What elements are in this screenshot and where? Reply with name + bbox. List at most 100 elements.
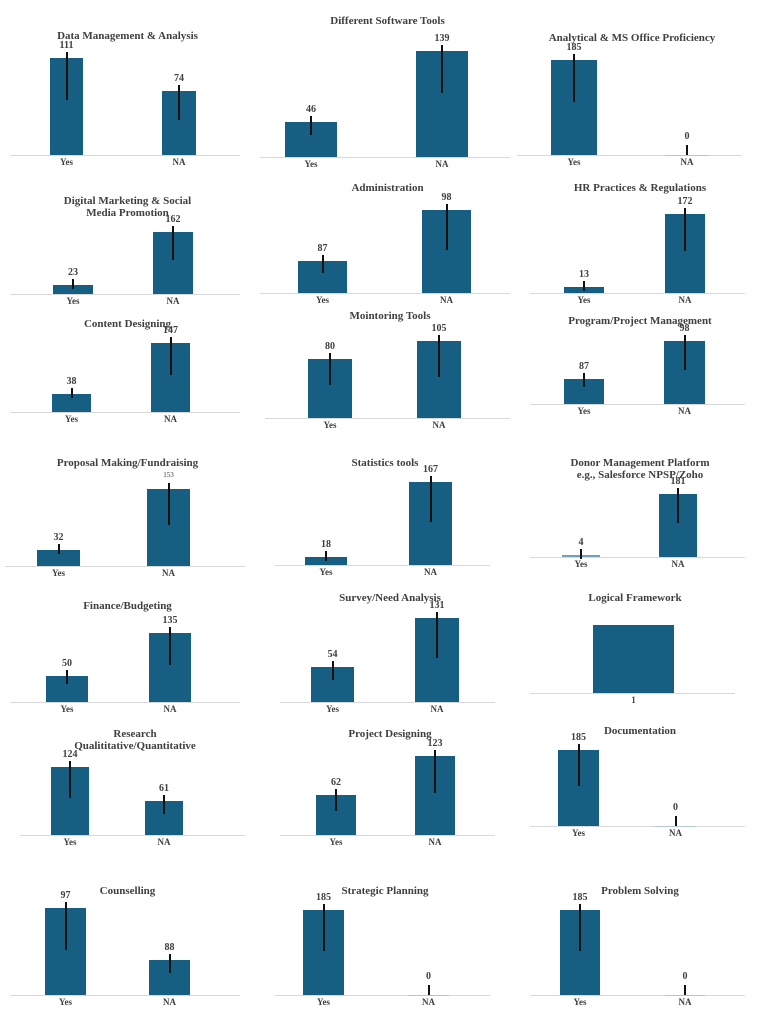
error-bar [172,226,174,261]
chart-title: Problem Solving [601,885,679,897]
error-bar [436,612,438,659]
value-label: 185 [572,892,588,903]
error-bar [163,795,165,814]
chart-title: Logical Framework [588,592,682,604]
x-tick-label: NA [678,997,692,1007]
error-bar [573,54,575,102]
x-tick-label: NA [157,837,171,847]
chart-title: Counselling [99,885,156,897]
value-label: 32 [53,532,64,543]
x-axis-line [10,294,240,295]
chart-title: Analytical & MS Office Proficiency [548,32,716,44]
x-axis-line [5,566,245,567]
x-axis-line [530,404,745,405]
value-label: 139 [434,33,450,44]
value-label: 172 [677,196,693,207]
x-tick-label: NA [428,837,442,847]
chart-title: Data Management & Analysis [57,30,198,42]
bar-chart: Survey/Need Analysis 54 Yes 131 NA [280,592,500,714]
x-tick-label: Yes [573,997,587,1007]
value-label: 18 [321,539,331,550]
x-tick-label: NA [166,296,180,306]
x-tick-label: Yes [317,997,330,1007]
x-tick-label: Yes [304,159,318,169]
value-label: 105 [431,323,447,334]
value-label: 0 [684,131,690,142]
error-bar [441,45,443,93]
chart-title: Program/Project Management [568,315,712,327]
chart-title: Mointoring Tools [349,310,431,322]
error-bar [583,373,585,387]
value-label: 98 [441,192,452,203]
value-label: 98 [679,323,690,334]
x-tick-label: Yes [577,406,591,416]
error-bar [445,204,448,250]
error-bar [325,551,327,561]
bar-chart: Problem Solving 185 Yes 0 NA [530,885,750,1015]
x-axis-line [260,157,510,158]
value-label: 13 [579,269,589,280]
bar-chart: Project Designing 62 Yes 123 NA [280,728,500,853]
error-bar [72,279,74,289]
chart-title: Statistics tools [351,457,419,469]
x-axis-line [10,412,240,413]
error-bar [579,904,581,951]
error-bar [331,661,334,681]
x-tick-label: 1 [631,695,636,705]
x-axis-line [265,418,510,419]
chart-title: Different Software Tools [330,15,445,27]
error-bar [66,670,68,685]
value-label: 0 [426,971,431,982]
x-axis-line [275,565,490,566]
error-bar [310,116,312,136]
x-tick-label: NA [432,420,446,430]
x-tick-label: NA [671,559,685,569]
value-label: 181 [670,476,686,487]
x-tick-label: Yes [65,414,78,424]
chart-title: Documentation [603,725,677,737]
value-label: 50 [62,658,72,669]
x-tick-label: Yes [577,295,591,305]
error-bar [178,85,180,121]
error-bar [64,902,67,950]
error-bar [169,627,171,665]
error-bar [674,816,677,826]
chart-title: Donor Management Platform e.g., Salesfor… [570,457,710,481]
value-label: 185 [316,892,331,903]
x-tick-label: Yes [319,567,333,577]
value-label: 185 [571,732,586,743]
error-bar [427,985,430,995]
chart-title: Research Qualititative/Quantitative [74,728,196,752]
value-label: 61 [159,783,169,794]
value-label: 135 [162,615,178,626]
chart-title: Proposal Making/Fundraising [56,457,199,469]
error-bar [329,353,331,386]
value-label: 124 [62,749,78,760]
error-bar [321,255,324,273]
value-label: 54 [327,649,338,660]
value-label: 38 [66,376,77,387]
x-tick-label: NA [678,295,692,305]
x-tick-label: NA [164,414,177,424]
bar-na [665,155,709,156]
x-axis-line [10,702,240,703]
bar-chart: Digital Marketing & Social Media Promoti… [10,195,245,306]
value-label: 147 [163,325,178,336]
x-tick-label: NA [430,704,444,714]
bar-chart: Documentation 185 Yes 0 NA [530,725,750,845]
chart-title: Digital Marketing & Social Media Promoti… [63,195,192,219]
x-axis-line [275,995,490,996]
x-axis-line [10,155,240,156]
value-label: 74 [174,73,184,84]
x-tick-label: NA [678,406,691,416]
bar-chart: Research Qualititative/Quantitative 124 Ye… [20,728,250,853]
bar-chart: Proposal Making/Fundraising 32 Yes 153 NA [5,457,250,582]
chart-title: Administration [351,182,424,194]
bar-chart: Different Software Tools 46 Yes 139 NA [260,15,515,169]
value-label: 185 [566,42,582,53]
bar-chart: HR Practices & Regulations 13 Yes 172 NA [530,182,750,305]
x-axis-line [530,693,735,694]
bar-chart: Logical Framework 1 [530,592,740,712]
bar-yes [52,394,91,412]
value-label: 153 [163,471,174,479]
